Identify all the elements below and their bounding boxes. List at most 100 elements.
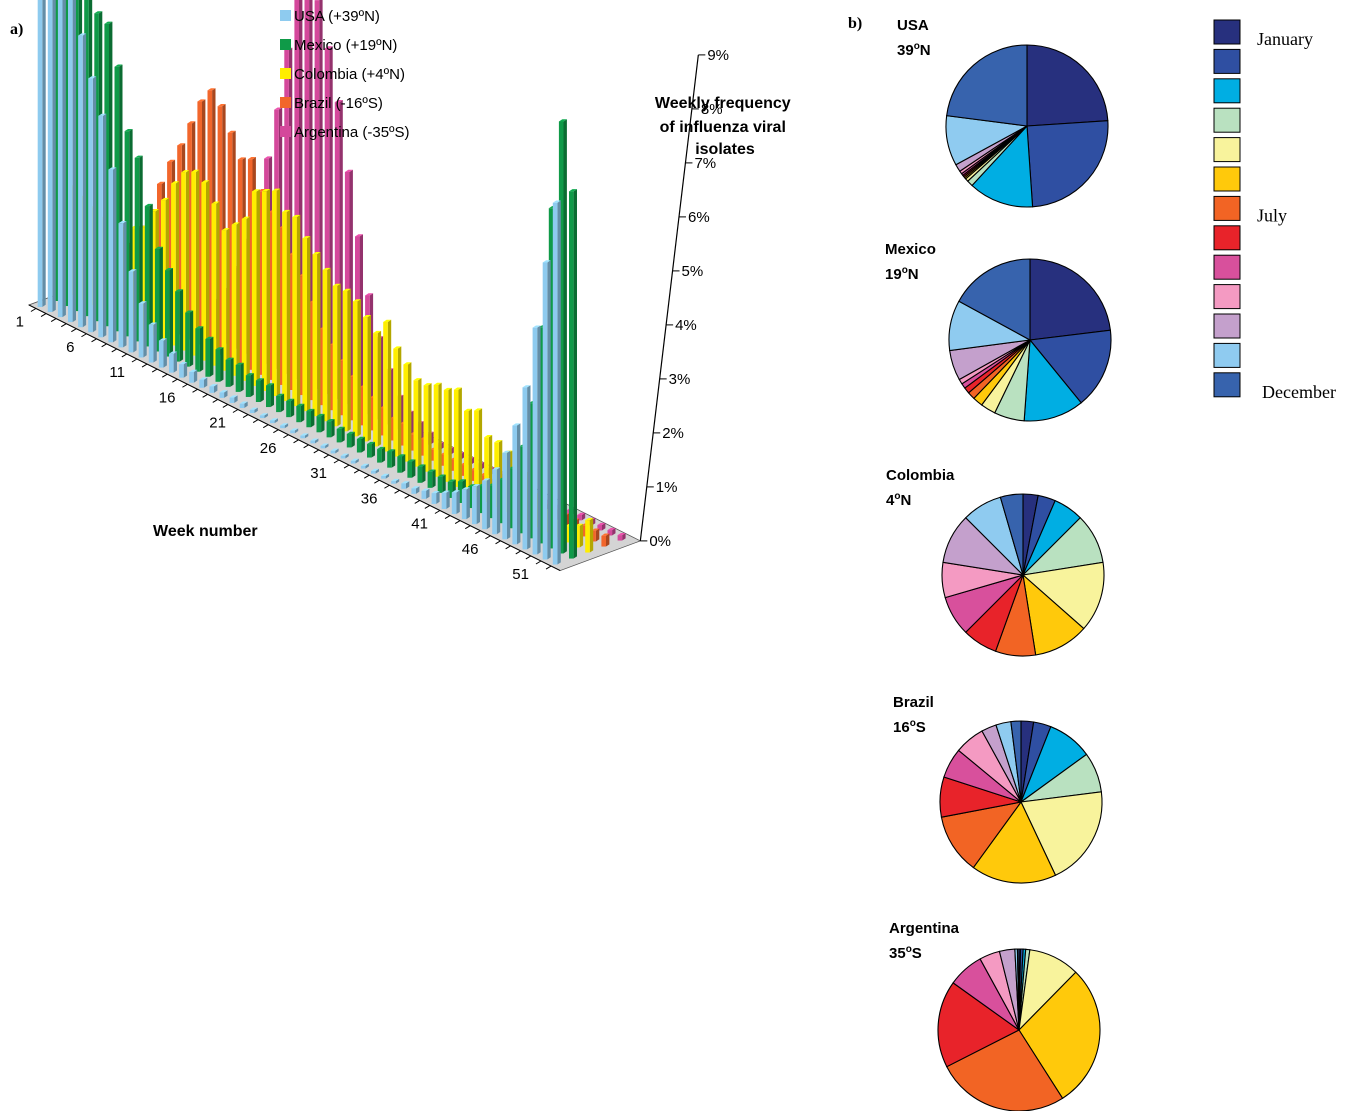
pie-colombia: Colombia 4oN (886, 467, 1105, 657)
bar (363, 315, 371, 442)
x-tick (394, 489, 400, 494)
bar (78, 33, 87, 328)
x-tick (293, 439, 299, 444)
bars (37, 0, 626, 565)
month-legend: January July December (1213, 19, 1336, 402)
pie-slice (1026, 120, 1109, 208)
bar (451, 490, 460, 515)
x-tick (273, 429, 279, 434)
bar (340, 453, 349, 459)
legend-swatch (280, 39, 291, 50)
bar (437, 474, 446, 493)
bar (221, 228, 230, 371)
x-tick (232, 409, 239, 413)
pie-slice (946, 44, 1028, 127)
bar (239, 401, 248, 408)
month-legend-label: January (1257, 29, 1313, 49)
bar (601, 533, 610, 547)
bar (179, 362, 188, 378)
bar (461, 487, 470, 520)
x-tick (303, 444, 309, 449)
pie-slice (1010, 720, 1022, 803)
bar (502, 450, 511, 540)
pie-slice (1020, 791, 1103, 877)
x-axis-line (28, 304, 561, 572)
x-tick (172, 378, 178, 383)
x-tick (91, 338, 97, 343)
x-tick (222, 404, 229, 408)
month-legend-label: December (1262, 382, 1336, 402)
x-tick (434, 510, 441, 514)
pie-latitude-label: 35oS (889, 944, 922, 962)
y-tick-label: 7% (694, 155, 716, 172)
bar (262, 188, 270, 391)
y-axis-label-line-1: Weekly frequency (655, 95, 791, 112)
bar (199, 377, 208, 388)
bar (413, 378, 422, 467)
month-swatch (1213, 342, 1241, 368)
bar (175, 289, 184, 362)
bar (617, 532, 626, 541)
x-tick (161, 373, 168, 378)
bar (482, 478, 491, 530)
bar (280, 423, 289, 429)
x-tick (71, 328, 77, 333)
bar (128, 269, 137, 353)
bar (411, 486, 420, 494)
bar (189, 369, 198, 383)
x-tick (313, 449, 320, 454)
bar (205, 336, 214, 377)
x-tick-label: 26 (260, 440, 277, 457)
bar (37, 0, 46, 308)
pie-slice (1029, 258, 1112, 341)
bar (421, 488, 430, 499)
bar (443, 387, 452, 482)
x-tick (212, 398, 219, 403)
bar (276, 393, 285, 413)
y-axis-line (639, 54, 699, 541)
bar (270, 418, 278, 424)
bar (68, 0, 76, 323)
x-tick (454, 520, 461, 525)
bar (433, 382, 442, 477)
bar (245, 373, 254, 397)
bar (290, 428, 299, 434)
bar (383, 319, 392, 452)
y-tick-label: 4% (675, 317, 697, 334)
bar (522, 385, 531, 550)
bar (575, 523, 584, 548)
bar (417, 464, 426, 483)
bar (209, 384, 218, 393)
bar (211, 201, 220, 366)
x-tick (252, 419, 259, 424)
bar (407, 459, 416, 478)
bar (229, 395, 238, 403)
bar (607, 527, 616, 536)
y-tick-label: 2% (662, 425, 684, 442)
bar (165, 267, 173, 357)
bar (472, 484, 480, 525)
x-tick-label: 11 (109, 364, 125, 381)
legend-entry: Mexico (+19ºN) (294, 37, 397, 54)
y-tick-label: 8% (701, 101, 723, 118)
pie-slice (972, 800, 1057, 884)
bar (332, 283, 341, 427)
pie-slice (999, 493, 1024, 576)
pie-latitude-label: 19oN (885, 265, 919, 283)
bar (219, 390, 228, 398)
bar (342, 288, 351, 432)
x-tick (111, 348, 118, 353)
x-tick (101, 343, 107, 348)
bar (138, 301, 147, 358)
bar (225, 357, 234, 387)
bar (381, 473, 390, 479)
bar (306, 408, 315, 428)
x-tick (192, 388, 198, 393)
bar (401, 481, 410, 489)
bar (144, 203, 153, 347)
bar-chart-3d: 0%1%2%3%4%5%6%7%8%9% 1611162126313641465… (16, 0, 791, 583)
x-tick (374, 479, 380, 484)
pie-country-label: Argentina (889, 920, 960, 937)
